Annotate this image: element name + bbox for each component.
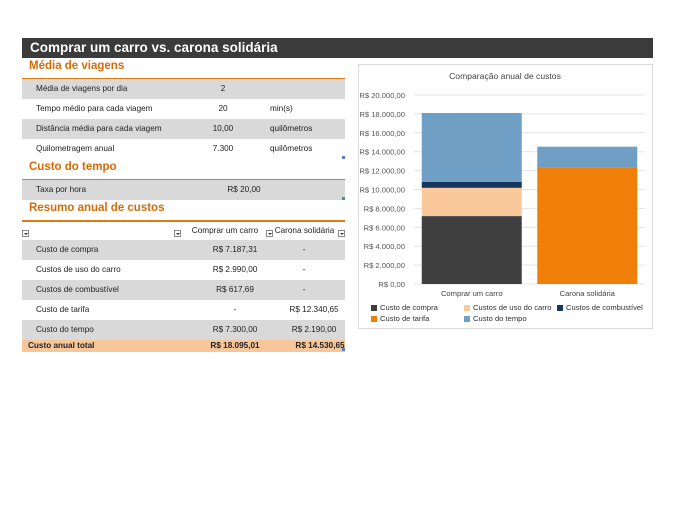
stacked-bar-chart: Comparação anual de custos R$ 0,00 R$ 2.00… bbox=[359, 71, 645, 298]
legend-label: Custos de uso do carro bbox=[473, 303, 552, 312]
filter-dropdown-icon[interactable] bbox=[22, 230, 29, 237]
chart-area[interactable]: Comparação anual de custos R$ 0,00 R$ 2.00… bbox=[358, 64, 653, 329]
legend-swatch bbox=[464, 315, 470, 322]
title-bar: Comprar um carro vs. carona solidária bbox=[22, 38, 653, 58]
y-tick-label: R$ 14.000,00 bbox=[359, 148, 405, 157]
column-header-carona: Carona solidária bbox=[274, 226, 335, 235]
y-tick-label: R$ 18.000,00 bbox=[359, 110, 405, 119]
y-tick-label: R$ 10.000,00 bbox=[359, 186, 405, 195]
total-label: Custo anual total bbox=[28, 341, 95, 350]
legend-label: Custo do tempo bbox=[473, 314, 527, 323]
y-tick-label: R$ 2.000,00 bbox=[364, 261, 405, 270]
section-resumo: Resumo anual de custos bbox=[22, 202, 345, 222]
row-unit: quilômetros bbox=[270, 124, 313, 133]
legend-swatch bbox=[371, 304, 377, 311]
row-label: Custo do tempo bbox=[36, 325, 94, 334]
row-value: 7.300 bbox=[212, 144, 234, 153]
legend-item: Custo do tempo bbox=[464, 314, 527, 323]
row-value[interactable]: 10,00 bbox=[212, 124, 234, 133]
bar-segment bbox=[421, 187, 522, 217]
legend-swatch bbox=[371, 315, 377, 322]
table-row: Tempo médio para cada viagem 20 min(s) bbox=[22, 99, 345, 119]
row-value-carona: R$ 12.340,65 bbox=[289, 305, 339, 314]
bar-segment bbox=[537, 167, 638, 284]
y-tick-label: R$ 0,00 bbox=[378, 280, 405, 289]
table-row: Custo de tarifa - R$ 12.340,65 bbox=[22, 300, 345, 320]
y-tick-label: R$ 4.000,00 bbox=[364, 242, 405, 251]
bar-segment bbox=[537, 146, 638, 168]
row-value[interactable]: 20 bbox=[218, 104, 228, 113]
row-label: Quilometragem anual bbox=[36, 144, 115, 153]
table-row: Taxa por hora R$ 20,00 bbox=[22, 180, 345, 200]
row-label: Custos de uso do carro bbox=[36, 265, 121, 274]
row-value-carro: R$ 617,69 bbox=[216, 285, 254, 294]
row-label: Média de viagens por dia bbox=[36, 84, 128, 93]
section-custo-tempo: Custo do tempo bbox=[22, 161, 345, 181]
filter-dropdown-icon[interactable] bbox=[266, 230, 273, 237]
row-label: Custos de combustível bbox=[36, 285, 119, 294]
legend-label: Custos de combustível bbox=[566, 303, 643, 312]
table-corner-marker bbox=[342, 348, 345, 351]
table-row: Quilometragem anual 7.300 quilômetros bbox=[22, 139, 345, 159]
row-value-carro: R$ 7.300,00 bbox=[212, 325, 258, 334]
row-value-carro: - bbox=[233, 305, 237, 314]
row-unit: min(s) bbox=[270, 104, 293, 113]
legend-swatch bbox=[464, 304, 470, 311]
bar-segment bbox=[421, 181, 522, 188]
total-row: Custo anual total R$ 18.095,01 R$ 14.530… bbox=[22, 340, 345, 352]
row-value-carro: R$ 2.990,00 bbox=[212, 265, 258, 274]
bar-segment bbox=[421, 216, 522, 284]
row-label: Distância média para cada viagem bbox=[36, 124, 162, 133]
legend-item: Custos de combustível bbox=[557, 303, 643, 312]
page-title: Comprar um carro vs. carona solidária bbox=[30, 40, 278, 55]
column-header-carro: Comprar um carro bbox=[191, 226, 259, 235]
section-heading: Custo do tempo bbox=[29, 161, 117, 173]
row-label: Custo de tarifa bbox=[36, 305, 90, 314]
row-value-carona: R$ 2.190,00 bbox=[291, 325, 337, 334]
legend-item: Custo de compra bbox=[371, 303, 438, 312]
chart-title: Comparação anual de custos bbox=[449, 71, 561, 81]
row-value-carona: - bbox=[302, 245, 306, 254]
row-value-carona: - bbox=[302, 285, 306, 294]
row-value[interactable]: R$ 20,00 bbox=[227, 185, 261, 194]
table-row: Custo do tempo R$ 7.300,00 R$ 2.190,00 bbox=[22, 320, 345, 340]
filter-dropdown-icon[interactable] bbox=[338, 230, 345, 237]
legend-item: Custo de tarifa bbox=[371, 314, 429, 323]
y-tick-label: R$ 8.000,00 bbox=[364, 204, 405, 213]
y-tick-label: R$ 16.000,00 bbox=[359, 129, 405, 138]
table-row: Custo de compra R$ 7.187,31 - bbox=[22, 240, 345, 260]
row-value-carona: - bbox=[302, 265, 306, 274]
row-value[interactable]: 2 bbox=[220, 84, 226, 93]
total-value-carona: R$ 14.530,65 bbox=[295, 341, 345, 350]
bar-segment bbox=[421, 113, 522, 182]
y-tick-label: R$ 6.000,00 bbox=[364, 223, 405, 232]
table-row: Distância média para cada viagem 10,00 q… bbox=[22, 119, 345, 139]
table-corner-marker bbox=[342, 156, 345, 159]
table-row: Custos de combustível R$ 617,69 - bbox=[22, 280, 345, 300]
row-unit: quilômetros bbox=[270, 144, 313, 153]
legend-label: Custo de tarifa bbox=[380, 314, 430, 323]
table-row: Média de viagens por dia 2 bbox=[22, 79, 345, 99]
x-tick-label: Carona solidária bbox=[560, 289, 616, 298]
total-value-carro: R$ 18.095,01 bbox=[210, 341, 260, 350]
row-label: Custo de compra bbox=[36, 245, 99, 254]
legend-label: Custo de compra bbox=[380, 303, 438, 312]
table-corner-marker bbox=[342, 197, 345, 200]
section-heading: Média de viagens bbox=[29, 60, 125, 72]
section-heading: Resumo anual de custos bbox=[29, 202, 165, 214]
filter-dropdown-icon[interactable] bbox=[174, 230, 181, 237]
legend-item: Custos de uso do carro bbox=[464, 303, 552, 312]
y-tick-label: R$ 12.000,00 bbox=[359, 167, 405, 176]
y-tick-label: R$ 20.000,00 bbox=[359, 91, 405, 100]
row-label: Taxa por hora bbox=[36, 185, 87, 194]
table-row: Custos de uso do carro R$ 2.990,00 - bbox=[22, 260, 345, 280]
row-value-carro: R$ 7.187,31 bbox=[212, 245, 258, 254]
table-header: Comprar um carro Carona solidária bbox=[22, 222, 345, 241]
legend-swatch bbox=[557, 304, 563, 311]
x-tick-label: Comprar um carro bbox=[441, 289, 503, 298]
row-label: Tempo médio para cada viagem bbox=[36, 104, 153, 113]
section-media-viagens: Média de viagens bbox=[22, 60, 345, 80]
